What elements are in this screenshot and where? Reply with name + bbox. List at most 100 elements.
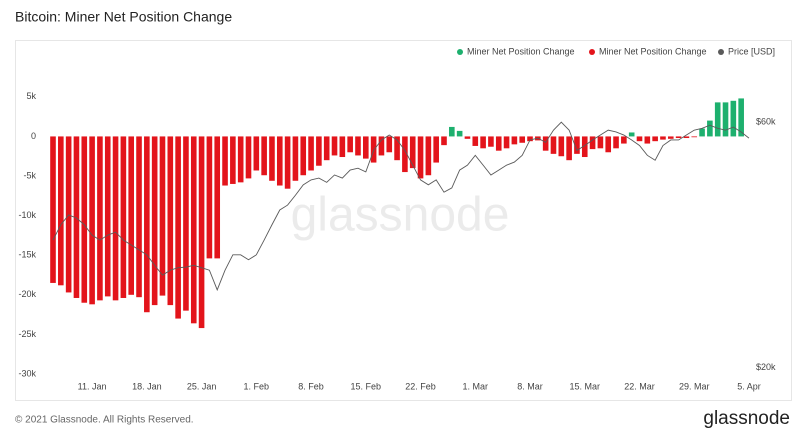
- bar: [714, 102, 721, 137]
- legend-label: Miner Net Position Change: [467, 46, 575, 56]
- bar: [660, 136, 666, 140]
- bar: [738, 98, 744, 137]
- bar: [261, 136, 267, 176]
- bar: [441, 136, 447, 146]
- bar: [589, 136, 596, 150]
- bar: [542, 136, 549, 151]
- bar: [370, 136, 377, 163]
- bar: [472, 136, 479, 146]
- bar: [81, 136, 88, 303]
- bar: [464, 136, 471, 139]
- bar: [449, 126, 455, 137]
- y-tick-label: -10k: [18, 210, 36, 220]
- bar: [652, 136, 658, 142]
- bar: [198, 136, 205, 329]
- bar: [253, 136, 260, 171]
- y-tick-label: -30k: [18, 368, 36, 378]
- x-tick-label: 18. Jan: [132, 381, 162, 391]
- bar: [245, 136, 252, 179]
- bar: [292, 136, 299, 181]
- bar: [120, 136, 127, 298]
- bar: [402, 136, 408, 173]
- bar: [97, 136, 103, 301]
- watermark: glassnode: [291, 189, 510, 242]
- bar: [269, 136, 275, 181]
- y-tick-label: 5k: [26, 91, 36, 101]
- bar: [237, 136, 244, 183]
- legend-label: Miner Net Position Change: [599, 46, 707, 56]
- x-tick-label: 15. Feb: [351, 381, 382, 391]
- bar: [331, 136, 338, 156]
- bar: [112, 136, 119, 301]
- x-tick-label: 22. Feb: [405, 381, 436, 391]
- bar: [175, 136, 181, 319]
- chart-frame: [15, 40, 792, 401]
- bar: [300, 136, 307, 176]
- y2-tick-label: $20k: [756, 362, 776, 372]
- bar: [683, 136, 690, 139]
- bar: [284, 136, 291, 189]
- logo: glassnode: [703, 408, 790, 429]
- bar: [558, 136, 565, 157]
- bar: [613, 136, 619, 149]
- y-tick-label: -25k: [18, 329, 36, 339]
- bar: [190, 136, 197, 324]
- x-tick-label: 25. Jan: [187, 381, 217, 391]
- bar: [495, 136, 502, 151]
- bar: [73, 136, 80, 298]
- bar: [636, 136, 643, 142]
- bar: [667, 136, 674, 139]
- bar: [628, 132, 635, 137]
- bar: [597, 136, 604, 149]
- bar: [691, 136, 698, 138]
- x-tick-label: 11. Jan: [78, 381, 107, 391]
- bar: [378, 136, 385, 156]
- bar: [605, 136, 612, 153]
- bar: [183, 136, 189, 311]
- bar: [566, 136, 572, 161]
- bar: [699, 128, 705, 137]
- x-tick-label: 1. Feb: [244, 381, 270, 391]
- legend-marker: [457, 49, 463, 55]
- bar: [144, 136, 150, 313]
- bar: [136, 136, 142, 298]
- x-tick-label: 22. Mar: [624, 381, 655, 391]
- bar: [574, 136, 580, 154]
- y-tick-label: -15k: [18, 250, 36, 260]
- x-tick-label: 8. Mar: [517, 381, 543, 391]
- bar: [104, 136, 111, 297]
- bar: [707, 120, 713, 137]
- bar: [550, 136, 557, 154]
- bar: [730, 100, 737, 137]
- x-tick-label: 8. Feb: [298, 381, 324, 391]
- bar: [581, 136, 588, 158]
- bar: [159, 136, 166, 296]
- bar: [456, 130, 463, 137]
- y-tick-label: 0: [31, 131, 36, 141]
- bar: [722, 102, 729, 137]
- x-tick-label: 29. Mar: [679, 381, 710, 391]
- bar: [425, 136, 432, 176]
- bar: [511, 136, 518, 145]
- bar: [316, 136, 322, 166]
- bar: [206, 136, 213, 259]
- bar: [488, 136, 494, 147]
- x-tick-label: 5. Apr: [737, 381, 761, 391]
- bar: [58, 136, 64, 286]
- price-line: [52, 121, 750, 292]
- bar: [167, 136, 174, 306]
- bar: [644, 136, 651, 144]
- bar: [222, 136, 228, 186]
- bar: [433, 136, 439, 163]
- bar: [214, 136, 221, 259]
- bar: [355, 136, 361, 156]
- bar: [417, 136, 424, 179]
- bar: [503, 136, 510, 149]
- legend-marker: [718, 49, 724, 55]
- bar: [50, 136, 56, 283]
- bar: [480, 136, 486, 149]
- bar: [394, 136, 400, 161]
- bar: [339, 136, 346, 158]
